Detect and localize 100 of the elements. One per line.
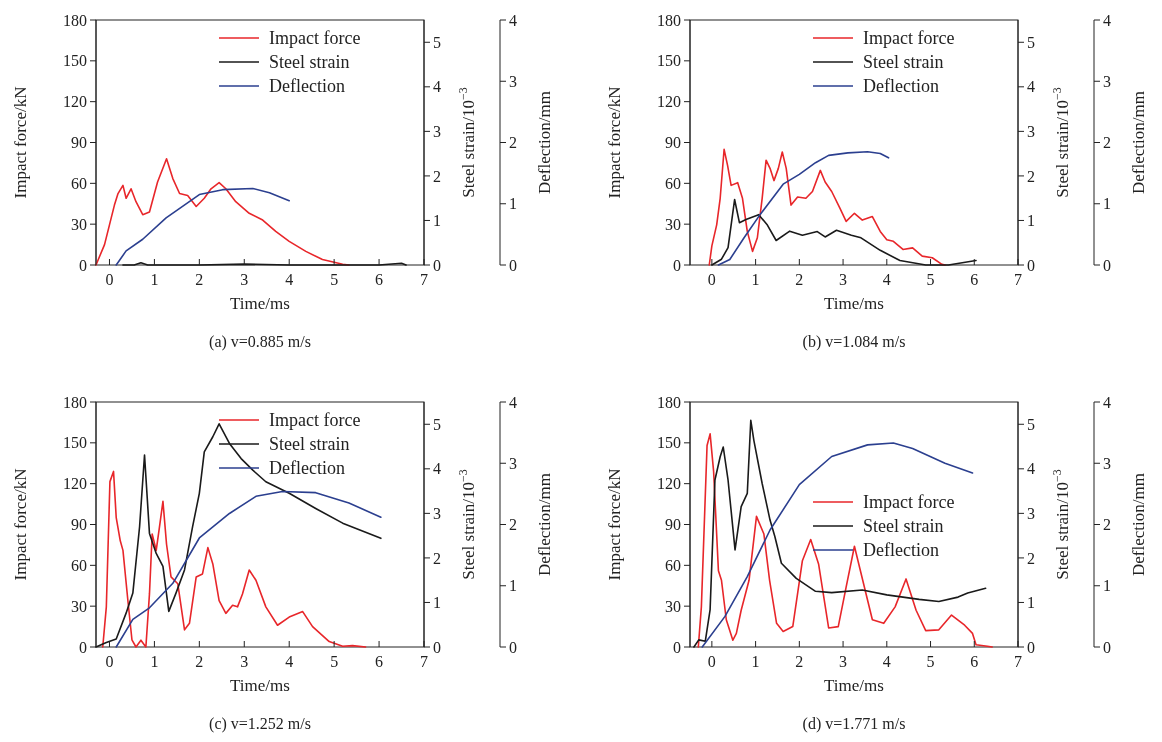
y3-tick-label: 1 bbox=[509, 577, 517, 595]
y2-tick-label: 0 bbox=[433, 638, 441, 656]
text: (a) v=0.885 m/s bbox=[209, 333, 311, 351]
y2-tick-label: 3 bbox=[433, 122, 441, 140]
y2-tick-label: 0 bbox=[433, 256, 441, 274]
y3-tick-label: 3 bbox=[509, 454, 517, 472]
x-tick-label: 7 bbox=[420, 653, 428, 670]
y3-tick-label: 4 bbox=[509, 393, 517, 411]
x-tick-label: 4 bbox=[882, 653, 891, 670]
y-tick-label: 180 bbox=[63, 393, 87, 411]
y-tick-label: 0 bbox=[79, 638, 87, 656]
y2-tick-label: 5 bbox=[1027, 33, 1035, 51]
y-tick-label: 90 bbox=[71, 516, 87, 534]
y-axis-title: Impact force/kN bbox=[11, 468, 30, 581]
x-tick-label: 0 bbox=[105, 271, 114, 288]
y-tick-label: 150 bbox=[657, 434, 681, 452]
x-tick-label: 2 bbox=[195, 653, 204, 670]
x-tick-label: 1 bbox=[150, 271, 159, 288]
y2-tick-label: 1 bbox=[433, 212, 441, 230]
x-tick-label: 6 bbox=[970, 653, 979, 670]
y3-tick-label: 1 bbox=[1103, 195, 1111, 213]
y3-tick-label: 3 bbox=[1103, 454, 1111, 472]
y2-tick-label: 1 bbox=[1027, 212, 1035, 230]
y-tick-label: 120 bbox=[657, 93, 681, 111]
legend-label: Steel strain bbox=[269, 52, 350, 73]
x-tick-label: 3 bbox=[839, 653, 848, 670]
x-tick-label: 7 bbox=[1014, 653, 1022, 670]
y2-tick-label: 2 bbox=[1027, 167, 1035, 185]
y3-tick-label: 0 bbox=[509, 256, 517, 274]
x-tick-label: 2 bbox=[795, 271, 804, 288]
x-tick-label: 7 bbox=[420, 271, 428, 288]
text: (d) v=1.771 m/s bbox=[802, 715, 906, 733]
y2-tick-label: 3 bbox=[1027, 504, 1035, 522]
y-tick-label: 60 bbox=[71, 174, 87, 192]
y-tick-label: 90 bbox=[71, 134, 87, 152]
x-tick-label: 4 bbox=[285, 653, 294, 670]
text: (c) v=1.252 m/s bbox=[209, 715, 311, 733]
x-axis-title: Time/ms bbox=[230, 676, 290, 695]
y3-tick-label: 1 bbox=[1103, 577, 1111, 595]
y-tick-label: 30 bbox=[665, 215, 681, 233]
x-axis-title: Time/ms bbox=[824, 294, 884, 313]
x-tick-label: 7 bbox=[1014, 271, 1022, 288]
y-tick-label: 90 bbox=[665, 516, 681, 534]
y3-tick-label: 0 bbox=[1103, 638, 1111, 656]
y-tick-label: 90 bbox=[665, 134, 681, 152]
x-tick-label: 0 bbox=[707, 271, 716, 288]
y-tick-label: 180 bbox=[63, 11, 87, 29]
x-tick-label: 5 bbox=[926, 271, 935, 288]
y2-tick-label: 2 bbox=[1027, 549, 1035, 567]
y3-tick-label: 4 bbox=[1103, 393, 1111, 411]
legend-label: Steel strain bbox=[863, 52, 944, 73]
y-axis-title: Impact force/kN bbox=[605, 86, 624, 199]
x-tick-label: 3 bbox=[240, 653, 249, 670]
y-tick-label: 60 bbox=[665, 174, 681, 192]
x-tick-label: 2 bbox=[195, 271, 204, 288]
x-tick-label: 0 bbox=[707, 653, 716, 670]
x-axis-title: Time/ms bbox=[230, 294, 290, 313]
x-tick-label: 3 bbox=[839, 271, 848, 288]
x-tick-label: 3 bbox=[240, 271, 249, 288]
y2-tick-label: 3 bbox=[1027, 122, 1035, 140]
y-tick-label: 120 bbox=[657, 475, 681, 493]
legend-label: Deflection bbox=[863, 540, 939, 561]
legend-label: Deflection bbox=[269, 458, 345, 479]
y-tick-label: 30 bbox=[71, 597, 87, 615]
y-axis-title: Impact force/kN bbox=[11, 86, 30, 199]
legend-label: Impact force bbox=[269, 410, 361, 431]
legend-label: Steel strain bbox=[269, 434, 350, 455]
x-tick-label: 1 bbox=[751, 271, 760, 288]
x-tick-label: 1 bbox=[751, 653, 760, 670]
x-tick-label: 6 bbox=[970, 271, 979, 288]
y-tick-label: 120 bbox=[63, 93, 87, 111]
y-tick-label: 0 bbox=[673, 256, 681, 274]
line-series bbox=[717, 150, 890, 266]
x-tick-label: 1 bbox=[150, 653, 159, 670]
y3-tick-label: 3 bbox=[1103, 72, 1111, 90]
y-tick-label: 60 bbox=[71, 556, 87, 574]
y2-tick-label: 4 bbox=[433, 78, 441, 96]
x-tick-label: 5 bbox=[926, 653, 935, 670]
y2-tick-label: 3 bbox=[433, 504, 441, 522]
y-tick-label: 180 bbox=[657, 11, 681, 29]
y-tick-label: 180 bbox=[657, 393, 681, 411]
y-tick-label: 0 bbox=[673, 638, 681, 656]
y-tick-label: 150 bbox=[657, 52, 681, 70]
y-tick-label: 150 bbox=[63, 434, 87, 452]
x-tick-label: 6 bbox=[375, 271, 384, 288]
y-tick-label: 30 bbox=[71, 215, 87, 233]
y2-tick-label: 5 bbox=[433, 33, 441, 51]
x-tick-label: 6 bbox=[375, 653, 384, 670]
legend-label: Deflection bbox=[269, 76, 345, 97]
y-axis-title: Impact force/kN bbox=[605, 468, 624, 581]
legend-label: Steel strain bbox=[863, 516, 944, 537]
y2-tick-label: 2 bbox=[433, 549, 441, 567]
x-tick-label: 5 bbox=[330, 271, 339, 288]
text: (b) v=1.084 m/s bbox=[802, 333, 906, 351]
y3-tick-label: 0 bbox=[1103, 256, 1111, 274]
x-tick-label: 4 bbox=[285, 271, 294, 288]
x-axis-title: Time/ms bbox=[824, 676, 884, 695]
y3-axis-title: Deflection/mm bbox=[1129, 473, 1148, 576]
y3-tick-label: 3 bbox=[509, 72, 517, 90]
y2-tick-label: 2 bbox=[433, 167, 441, 185]
